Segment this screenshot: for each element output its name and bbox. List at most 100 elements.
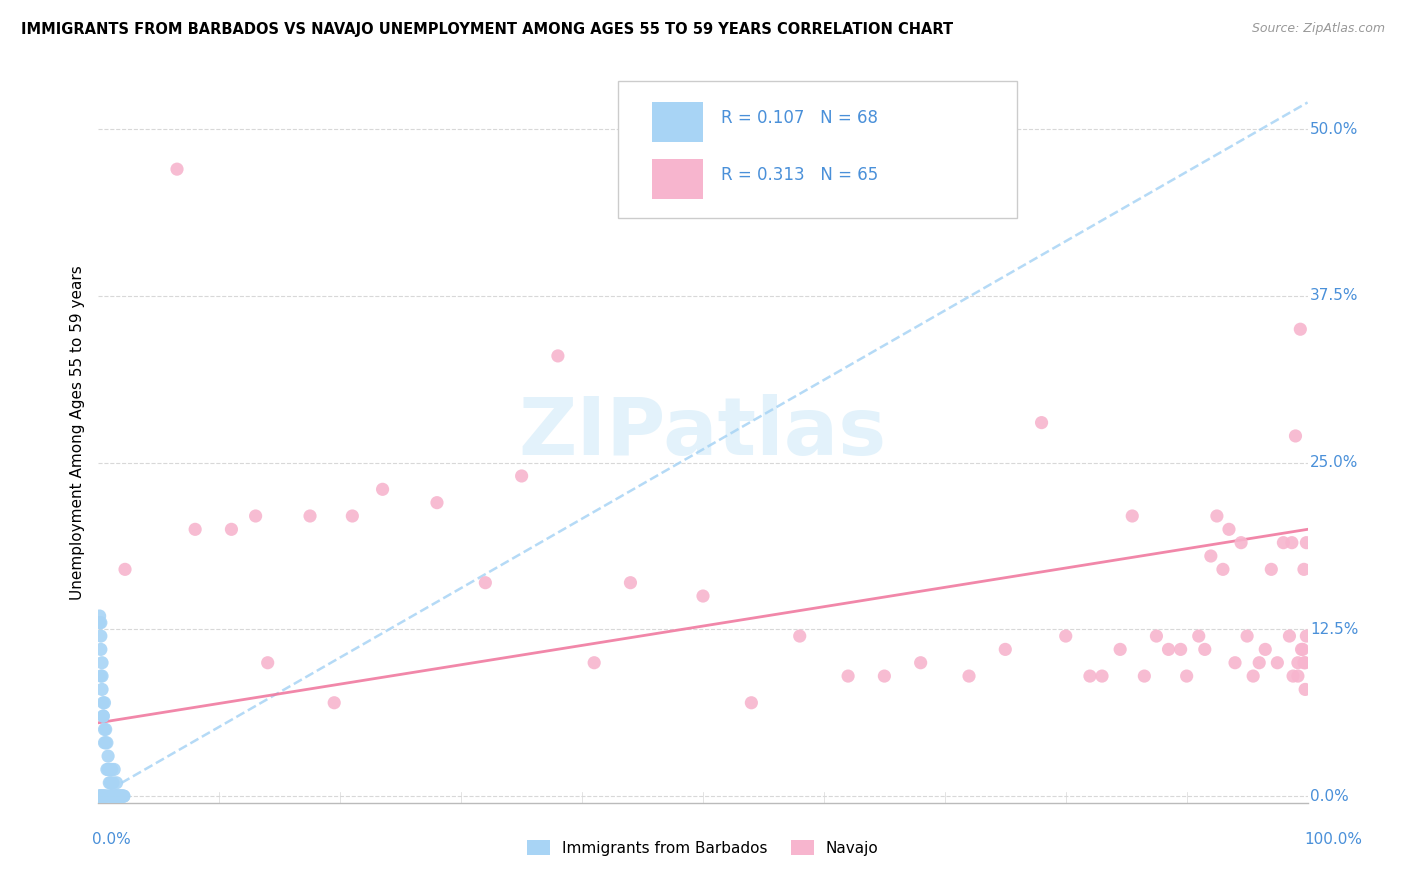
- Point: [91, 789, 114, 804]
- Point: [221, 522, 243, 536]
- Point: [1278, 629, 1301, 643]
- Point: [108, 789, 131, 804]
- Point: [90, 629, 112, 643]
- Point: [1289, 322, 1312, 336]
- Point: [89, 789, 111, 804]
- Point: [1272, 535, 1295, 549]
- Point: [1241, 669, 1264, 683]
- Point: [1230, 535, 1253, 549]
- Point: [166, 162, 188, 177]
- Point: [98, 789, 121, 804]
- Legend: Immigrants from Barbados, Navajo: Immigrants from Barbados, Navajo: [522, 834, 884, 862]
- Point: [91, 789, 114, 804]
- Point: [910, 656, 932, 670]
- Point: [91, 789, 114, 804]
- Point: [256, 656, 278, 670]
- Point: [740, 696, 762, 710]
- Point: [510, 469, 533, 483]
- Point: [101, 776, 124, 790]
- Point: [97, 749, 120, 764]
- Point: [1078, 669, 1101, 683]
- Point: [103, 789, 125, 804]
- Point: [96, 763, 118, 777]
- Point: [583, 656, 606, 670]
- Text: R = 0.107   N = 68: R = 0.107 N = 68: [721, 109, 879, 127]
- Point: [91, 696, 114, 710]
- Point: [104, 789, 127, 804]
- Point: [100, 789, 122, 804]
- Point: [97, 789, 120, 804]
- Point: [1294, 682, 1316, 697]
- Point: [1194, 642, 1216, 657]
- Point: [1249, 656, 1271, 670]
- FancyBboxPatch shape: [652, 159, 703, 199]
- Point: [619, 575, 641, 590]
- Point: [547, 349, 569, 363]
- Point: [1121, 508, 1143, 523]
- Point: [1223, 656, 1246, 670]
- Point: [789, 629, 811, 643]
- Point: [1091, 669, 1114, 683]
- Text: 12.5%: 12.5%: [1310, 622, 1358, 637]
- Text: Source: ZipAtlas.com: Source: ZipAtlas.com: [1251, 22, 1385, 36]
- Point: [1281, 535, 1303, 549]
- FancyBboxPatch shape: [619, 81, 1018, 218]
- Point: [94, 789, 117, 804]
- Point: [94, 736, 117, 750]
- Point: [1295, 535, 1317, 549]
- Text: 25.0%: 25.0%: [1310, 455, 1358, 470]
- Point: [1212, 562, 1234, 576]
- Point: [100, 789, 122, 804]
- Point: [89, 789, 111, 804]
- Point: [90, 669, 112, 683]
- Point: [90, 789, 112, 804]
- Point: [90, 642, 112, 657]
- Point: [91, 789, 114, 804]
- Point: [90, 789, 112, 804]
- Point: [108, 789, 131, 804]
- Point: [1295, 629, 1317, 643]
- Point: [107, 789, 129, 804]
- Point: [97, 763, 120, 777]
- Point: [93, 789, 115, 804]
- Point: [1236, 629, 1258, 643]
- Point: [1292, 656, 1315, 670]
- Point: [101, 789, 124, 804]
- Text: IMMIGRANTS FROM BARBADOS VS NAVAJO UNEMPLOYMENT AMONG AGES 55 TO 59 YEARS CORREL: IMMIGRANTS FROM BARBADOS VS NAVAJO UNEMP…: [21, 22, 953, 37]
- Point: [110, 789, 132, 804]
- Text: 50.0%: 50.0%: [1310, 121, 1358, 136]
- Point: [90, 789, 112, 804]
- Point: [93, 696, 115, 710]
- Point: [94, 723, 117, 737]
- Point: [89, 609, 111, 624]
- Point: [91, 669, 114, 683]
- Text: R = 0.313   N = 65: R = 0.313 N = 65: [721, 166, 879, 184]
- Point: [93, 789, 115, 804]
- Point: [89, 615, 111, 630]
- Point: [299, 508, 322, 523]
- Point: [1109, 642, 1132, 657]
- Point: [105, 789, 128, 804]
- Point: [1294, 656, 1316, 670]
- Point: [110, 789, 132, 804]
- Point: [1157, 642, 1180, 657]
- Point: [91, 656, 114, 670]
- Point: [837, 669, 859, 683]
- Point: [1206, 508, 1229, 523]
- Point: [96, 736, 118, 750]
- Point: [1286, 656, 1309, 670]
- Point: [101, 789, 124, 804]
- Point: [474, 575, 496, 590]
- Point: [107, 789, 129, 804]
- Point: [96, 789, 118, 804]
- Y-axis label: Unemployment Among Ages 55 to 59 years: Unemployment Among Ages 55 to 59 years: [69, 265, 84, 600]
- Text: 0.0%: 0.0%: [1310, 789, 1348, 804]
- Text: 0.0%: 0.0%: [93, 832, 131, 847]
- Point: [1291, 642, 1313, 657]
- Point: [1188, 629, 1211, 643]
- Point: [91, 709, 114, 723]
- Point: [1282, 669, 1305, 683]
- Point: [105, 776, 128, 790]
- Point: [1292, 562, 1315, 576]
- Point: [104, 789, 127, 804]
